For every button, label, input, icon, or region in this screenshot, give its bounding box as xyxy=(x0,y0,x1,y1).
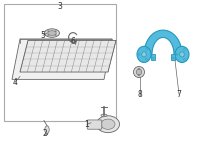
Ellipse shape xyxy=(48,35,49,36)
Text: 8: 8 xyxy=(138,90,142,99)
Ellipse shape xyxy=(48,31,49,32)
Ellipse shape xyxy=(184,59,185,60)
Ellipse shape xyxy=(146,49,147,50)
Ellipse shape xyxy=(152,57,154,59)
Ellipse shape xyxy=(138,54,140,55)
Ellipse shape xyxy=(180,52,184,57)
Ellipse shape xyxy=(101,114,107,117)
Ellipse shape xyxy=(146,59,147,60)
Ellipse shape xyxy=(101,119,115,129)
Text: 7: 7 xyxy=(177,90,181,99)
Ellipse shape xyxy=(184,49,185,50)
FancyBboxPatch shape xyxy=(171,54,175,60)
Text: 5: 5 xyxy=(41,31,45,40)
Text: 4: 4 xyxy=(13,78,17,87)
Text: 2: 2 xyxy=(43,129,47,138)
Ellipse shape xyxy=(55,35,56,36)
Text: 6: 6 xyxy=(71,37,75,46)
Ellipse shape xyxy=(55,31,56,32)
Ellipse shape xyxy=(137,46,151,62)
Ellipse shape xyxy=(134,67,144,78)
FancyBboxPatch shape xyxy=(87,120,102,129)
Ellipse shape xyxy=(176,54,178,55)
Ellipse shape xyxy=(142,52,146,57)
Text: 1: 1 xyxy=(85,120,89,129)
Ellipse shape xyxy=(48,31,56,35)
Ellipse shape xyxy=(96,116,120,133)
Ellipse shape xyxy=(175,46,189,62)
FancyBboxPatch shape xyxy=(151,54,155,60)
Ellipse shape xyxy=(136,69,142,75)
Ellipse shape xyxy=(138,68,140,70)
Polygon shape xyxy=(20,40,116,72)
Ellipse shape xyxy=(44,29,60,37)
Polygon shape xyxy=(12,39,112,79)
Polygon shape xyxy=(144,30,182,54)
Ellipse shape xyxy=(138,75,140,76)
Text: 3: 3 xyxy=(58,2,62,11)
Ellipse shape xyxy=(45,126,49,133)
Ellipse shape xyxy=(172,57,174,59)
